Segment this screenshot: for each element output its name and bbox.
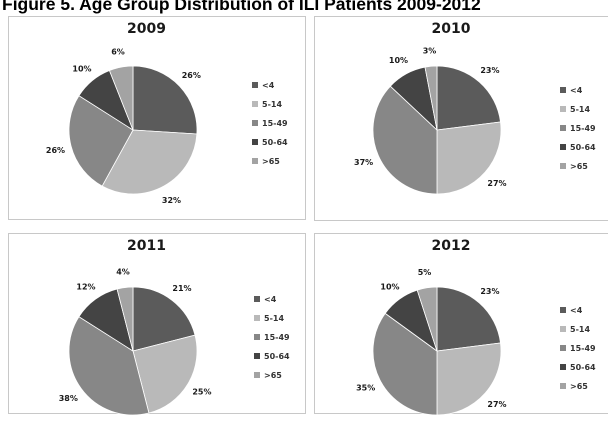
legend-swatch [560,383,566,389]
pie-slice-65 [416,286,438,352]
legend-swatch [560,345,566,351]
pie-title: 2012 [432,238,471,254]
legend-swatch [560,307,566,313]
legend-swatch [254,296,260,302]
legend-label: 50-64 [570,363,596,372]
data-label: 5% [418,268,432,277]
data-label: 32% [162,196,181,205]
pie-slice-4 [132,65,198,135]
data-label: 4% [116,268,130,277]
data-label: 26% [182,71,201,80]
data-label: 3% [423,46,437,55]
data-label: 27% [487,400,506,409]
data-label: 23% [480,287,499,296]
data-label: 10% [380,282,399,291]
legend-label: <4 [264,295,277,304]
legend-label: 15-49 [570,124,596,133]
legend-swatch [252,120,258,126]
pie-slice-65 [116,286,134,352]
legend-swatch [254,334,260,340]
legend-label: >65 [570,162,588,171]
legend-label: 15-49 [262,119,288,128]
legend-swatch [254,372,260,378]
legend-swatch [252,139,258,145]
data-label: 23% [480,66,499,75]
pie-panel-2011: 2011 21% 25% 38% 12% 4% <4 5-14 15-49 50-64 >65 [8,233,306,416]
data-label: 38% [59,394,78,403]
pie-slice-65 [108,65,134,131]
data-label: 35% [356,383,375,392]
pie-slice-4 [436,65,501,131]
legend-label: >65 [264,371,282,380]
legend-label: 5-14 [570,325,590,334]
legend-swatch [560,125,566,131]
legend-label: 15-49 [570,344,596,353]
legend-label: <4 [570,86,583,95]
pie-title: 2011 [127,238,166,254]
legend-label: <4 [262,81,275,90]
data-label: 21% [172,284,191,293]
legend: <4 5-14 15-49 50-64 >65 [252,81,288,166]
legend-swatch [560,144,566,150]
legend-label: 15-49 [264,333,290,342]
pie-title: 2010 [432,21,471,37]
legend-label: 5-14 [570,105,590,114]
data-label: 10% [389,56,408,65]
legend-swatch [560,364,566,370]
pie-panel-2009: 2009 26% 32% 26% 10% 6% <4 5-14 15-49 50-64 >65 [8,16,306,220]
legend-label: 50-64 [262,138,288,147]
legend: <4 5-14 15-49 50-64 >65 [254,295,290,380]
data-label: 12% [76,282,95,291]
pie-slice-5-14 [101,129,198,195]
legend: <4 5-14 15-49 50-64 >65 [560,86,596,171]
legend-swatch [560,87,566,93]
legend: <4 5-14 15-49 50-64 >65 [560,306,596,391]
pie-title: 2009 [127,21,166,37]
legend-label: 5-14 [262,100,282,109]
pie-slice-4 [436,286,501,352]
legend-label: 50-64 [264,352,290,361]
pie-slice-15-49 [372,85,438,195]
legend-label: >65 [570,382,588,391]
legend-swatch [560,163,566,169]
legend-label: 50-64 [570,143,596,152]
legend-swatch [254,315,260,321]
pie-slice-5-14 [436,342,502,416]
data-label: 27% [487,179,506,188]
data-label: 26% [46,146,65,155]
data-label: 10% [72,64,91,73]
legend-swatch [560,106,566,112]
pie-slice-5-14 [132,334,198,414]
pie-slice-5-14 [436,121,502,195]
legend-label: >65 [262,157,280,166]
pie-slice-15-49 [372,312,438,416]
legend-label: 5-14 [264,314,284,323]
figure-title: Figure 5. Age Group Distribution of ILI … [2,0,481,14]
pie-slice-15-49 [68,95,134,187]
data-label: 37% [354,158,373,167]
data-label: 6% [111,47,125,56]
pie-slice-65 [424,65,438,131]
legend-swatch [252,82,258,88]
legend-swatch [252,101,258,107]
pie-panel-2012: 2012 23% 27% 35% 10% 5% <4 5-14 15-49 50-64 >65 [314,233,608,416]
legend-swatch [252,158,258,164]
legend-label: <4 [570,306,583,315]
pie-slice-15-49 [68,316,150,416]
pie-slice-4 [132,286,196,352]
pie-panel-2010: 2010 23% 27% 37% 10% 3% <4 5-14 15-49 50-64 >65 [314,16,608,221]
data-label: 25% [192,388,211,397]
legend-swatch [560,326,566,332]
legend-swatch [254,353,260,359]
